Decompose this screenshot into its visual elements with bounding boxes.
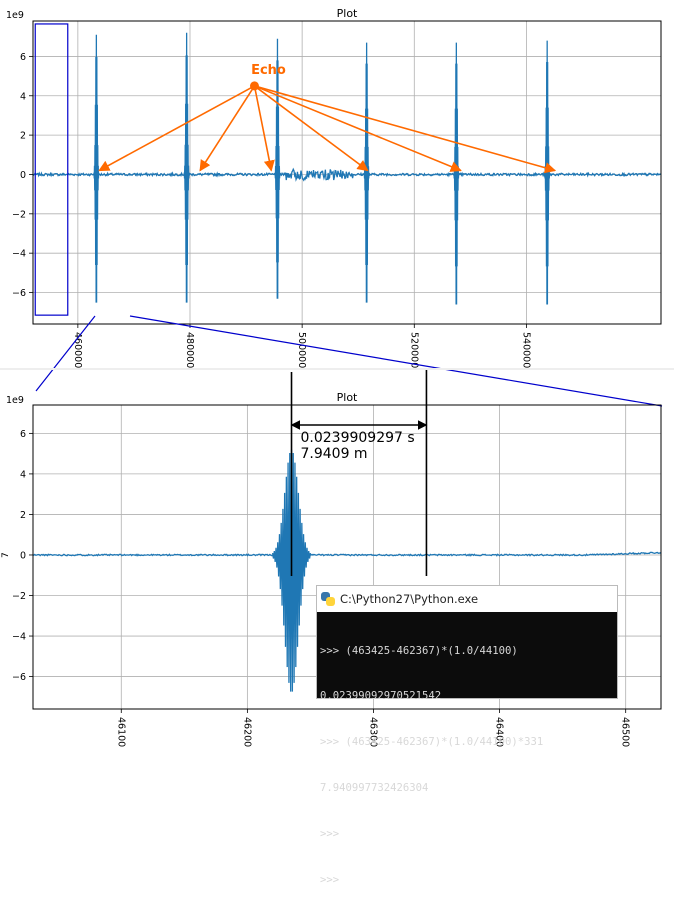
x-tick-label: 460000 (72, 332, 83, 368)
console-title-text: C:\Python27\Python.exe (340, 592, 479, 606)
y-tick-label: 0 (20, 550, 26, 561)
console-line: 0.02399092970521542 (320, 690, 442, 703)
y-tick-label: −2 (12, 591, 26, 602)
left-edge-label: 7 (1, 552, 11, 558)
top-title: Plot (337, 7, 358, 20)
y-tick-label: −6 (12, 672, 26, 683)
measure-time-label: 0.0239909297 s (301, 430, 415, 446)
echo-arrow (254, 85, 369, 172)
measurement-annotation: 0.0239909297 s7.9409 m (290, 370, 428, 576)
y-tick-label: 0 (20, 170, 26, 181)
top-x-axis: 460000 480000 500000 520000 540000 (72, 324, 531, 368)
console-line: >>> (320, 874, 340, 887)
echo-arrow (254, 85, 462, 172)
x-tick-label: 46400 (494, 717, 505, 747)
y-tick-label: −4 (12, 249, 26, 260)
x-tick-label: 46100 (115, 717, 126, 747)
y-tick-label: 4 (20, 91, 26, 102)
echo-arrow (253, 85, 275, 172)
top-pulse (274, 38, 281, 299)
y-tick-label: 6 (20, 52, 26, 63)
x-tick-label: 540000 (520, 332, 531, 368)
x-tick-label: 46300 (367, 717, 378, 747)
zoom-connector-left (35, 315, 96, 392)
top-pulse (452, 42, 460, 305)
measure-distance-label: 7.9409 m (301, 446, 368, 462)
y-tick-label: 6 (20, 429, 26, 440)
bottom-y-axis: −6 −4 −2 0 2 4 6 (12, 429, 33, 683)
python-console-window[interactable]: C:\Python27\Python.exe >>> (463425-46236… (316, 585, 618, 886)
figure: Plot 1e9 −6 −4 −2 0 2 4 6 460000 480000 500000 52… (0, 7, 674, 747)
echo-label: Echo (251, 63, 286, 78)
bottom-title: Plot (337, 391, 358, 404)
x-tick-label: 500000 (296, 332, 307, 368)
console-titlebar[interactable]: C:\Python27\Python.exe (317, 586, 617, 612)
top-y-axis: −6 −4 −2 0 2 4 6 (12, 52, 33, 299)
console-line: >>> (320, 828, 340, 841)
y-tick-label: −4 (12, 632, 26, 643)
top-chart: Plot 1e9 −6 −4 −2 0 2 4 6 460000 480000 500000 52… (6, 7, 662, 368)
highlight-box (34, 23, 69, 316)
y-tick-label: 4 (20, 469, 26, 480)
bottom-y-scale-label: 1e9 (6, 395, 24, 406)
zoom-connector-right (129, 315, 663, 407)
echo-point (249, 81, 259, 91)
top-waveform-line (33, 167, 661, 182)
console-line: >>> (463425-462367)*(1.0/44100) (320, 644, 518, 657)
echo-arrow (199, 85, 256, 172)
echo-arrow (254, 85, 557, 174)
top-plot-frame (32, 20, 662, 325)
y-tick-label: −2 (12, 209, 26, 220)
console-line: >>> (463425-462367)*(1.0/44100)*331 (320, 736, 544, 749)
python-icon (321, 592, 335, 606)
separator-band (0, 368, 674, 370)
bottom-waveform-line (33, 551, 661, 557)
y-tick-label: 2 (20, 131, 26, 142)
x-tick-label: 46200 (241, 717, 252, 747)
bottom-chart: Plot 1e9 7 −6 −4 −2 0 2 4 6 46100 46200 46300 464… (1, 370, 662, 747)
top-pulse (183, 32, 191, 303)
top-pulse (92, 34, 100, 303)
echo-arrow (98, 85, 255, 172)
top-pulse (363, 42, 371, 303)
bottom-x-axis: 46100 46200 46300 46400 46500 (115, 709, 631, 747)
x-tick-label: 520000 (408, 332, 419, 368)
x-tick-label: 480000 (184, 332, 195, 368)
console-output[interactable]: >>> (463425-462367)*(1.0/44100) 0.023990… (317, 612, 617, 920)
console-line: 7.940997732426304 (320, 782, 429, 795)
top-pulse (543, 40, 551, 305)
top-series (33, 32, 661, 305)
top-y-scale-label: 1e9 (6, 10, 24, 21)
y-tick-label: 2 (20, 510, 26, 521)
echo-annotation: Echo (98, 63, 557, 174)
y-tick-label: −6 (12, 288, 26, 299)
x-tick-label: 46500 (620, 717, 631, 747)
bottom-plot-frame (32, 404, 662, 710)
